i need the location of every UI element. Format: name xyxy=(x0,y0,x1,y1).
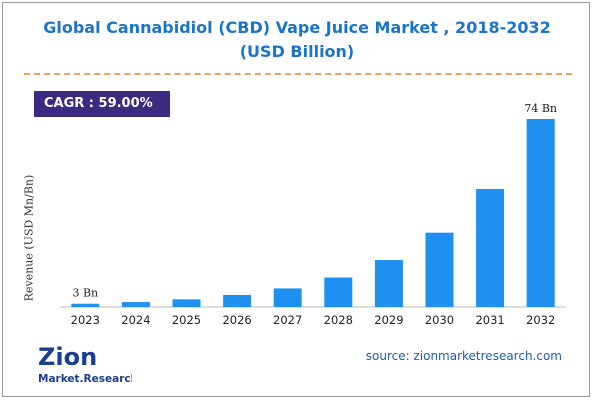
bar-2025 xyxy=(172,299,201,307)
bar-2030 xyxy=(425,232,454,307)
x-tick-2031: 2031 xyxy=(475,313,504,327)
data-label-2023: 3 Bn xyxy=(72,287,98,300)
x-tick-2032: 2032 xyxy=(526,313,555,327)
bar-2031 xyxy=(476,188,505,307)
x-tick-2030: 2030 xyxy=(425,313,454,327)
bar-2024 xyxy=(121,302,150,307)
bar-2026 xyxy=(223,294,252,307)
logo-subword: Market.Research xyxy=(38,373,132,385)
logo-word: Zion xyxy=(38,343,97,371)
zion-logo: Zion Market.Research xyxy=(38,343,132,385)
x-tick-2027: 2027 xyxy=(273,313,302,327)
title-divider xyxy=(24,73,572,75)
source-text: source: zionmarketresearch.com xyxy=(365,349,562,363)
x-tick-2025: 2025 xyxy=(172,313,201,327)
x-tick-2023: 2023 xyxy=(71,313,100,327)
data-label-2032: 74 Bn xyxy=(524,102,557,115)
title-line-2: (USD Billion) xyxy=(239,42,355,61)
x-tick-2029: 2029 xyxy=(374,313,403,327)
x-tick-2024: 2024 xyxy=(121,313,150,327)
chart-title: Global Cannabidiol (CBD) Vape Juice Mark… xyxy=(0,16,594,64)
bar-2023 xyxy=(71,303,100,307)
bar-2032 xyxy=(526,119,555,307)
bar-2028 xyxy=(324,277,353,307)
x-tick-2028: 2028 xyxy=(324,313,353,327)
bar-2027 xyxy=(273,288,302,307)
bar-2029 xyxy=(374,260,403,307)
x-tick-2026: 2026 xyxy=(222,313,251,327)
title-line-1: Global Cannabidiol (CBD) Vape Juice Mark… xyxy=(43,18,551,37)
cagr-badge: CAGR : 59.00% xyxy=(34,91,170,117)
